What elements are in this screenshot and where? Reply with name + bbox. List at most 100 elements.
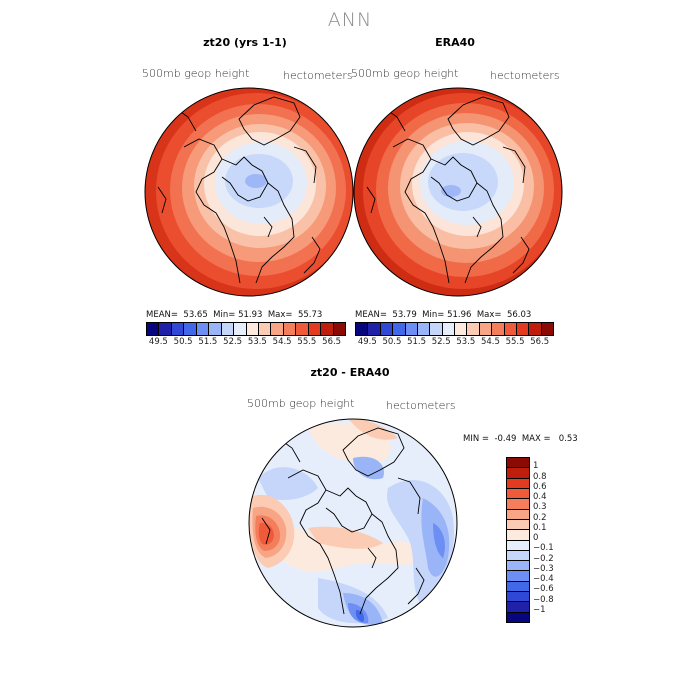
colorbar-swatch [507,509,529,520]
colorbar-swatch [356,323,369,335]
colorbar-level-label: −0.6 [533,584,554,595]
panel1-units-label: hectometers [283,69,353,82]
panel1-mean-label: MEAN= [146,310,178,320]
colorbar-swatch [455,323,468,335]
colorbar-tick-label: 56.5 [530,337,550,347]
panel3-variable-label: 500mb geop height [247,397,355,410]
panel1-stats: MEAN= 53.65 Min= 51.93 Max= 55.73 [146,310,322,320]
colorbar-swatch [368,323,381,335]
colorbar-swatch [221,323,235,335]
colorbar-tick-label: 52.5 [223,337,243,347]
panel3-min: -0.49 [494,434,517,444]
colorbar-swatch [507,478,529,489]
colorbar-swatch [380,323,394,335]
colorbar-level-label: 0.6 [533,481,547,492]
colorbar-swatch [479,323,493,335]
panel2-colorbar-ticks: 49.5 50.5 51.5 52.5 53.5 54.5 55.5 56.5 [355,337,552,349]
panel1-mean: 53.65 [183,310,208,320]
colorbar-tick-label: 50.5 [173,337,193,347]
colorbar-swatch [492,323,505,335]
panel3-units-label: hectometers [386,399,456,412]
panel1-coastlines [157,96,321,284]
colorbar-swatch [529,323,542,335]
colorbar-tick-label: 53.5 [456,337,476,347]
colorbar-swatch [504,323,517,335]
colorbar-level-label: −0.3 [533,563,554,574]
colorbar-level-label: −0.4 [533,574,554,584]
colorbar-swatch [507,540,529,551]
colorbar-swatch [507,458,529,469]
colorbar-tick-label: 51.5 [198,337,218,347]
panel2-max-label: Max= [476,310,502,320]
panel3-colorbar-labels: 1 0.8 0.6 0.4 0.3 0.2 0.1 0 −0.1 −0.2 −0.3 −0.4 −0.6… [533,457,583,621]
colorbar-level-label: 0.8 [533,471,547,482]
colorbar-tick-label: 55.5 [505,337,525,347]
panel1-max: 55.73 [297,310,323,320]
colorbar-swatch [196,323,210,335]
colorbar-swatch [184,323,197,335]
colorbar-swatch [442,323,455,335]
panel2-mean: 53.79 [392,310,417,320]
panel3-max: 0.53 [558,434,578,444]
colorbar-swatch [507,581,529,593]
panel3-polar-map [248,418,458,628]
colorbar-level-label: 0.1 [533,522,547,533]
colorbar-swatch [246,323,259,335]
colorbar-swatch [209,323,222,335]
panel2-coastlines [366,96,530,284]
figure-title: ANN [327,9,373,31]
colorbar-level-label: 0.2 [533,512,547,523]
colorbar-tick-label: 51.5 [407,337,427,347]
panel1-polar-map [144,87,354,297]
colorbar-swatch [430,323,443,335]
panel3-coastlines [261,427,425,615]
colorbar-level-label: 0 [533,533,539,543]
colorbar-swatch [507,499,529,510]
colorbar-swatch [417,323,431,335]
colorbar-swatch [507,612,529,622]
colorbar-swatch [159,323,172,335]
colorbar-tick-label: 49.5 [357,337,377,347]
colorbar-swatch [541,323,553,335]
colorbar-level-label: −1 [533,604,546,615]
colorbar-level-label: 0.3 [533,502,547,513]
panel1-colorbar [146,322,346,336]
panel1-max-label: Max= [267,310,293,320]
colorbar-swatch [258,323,272,335]
colorbar-level-label: −0.8 [533,594,554,605]
colorbar-level-label: 0.4 [533,492,547,502]
colorbar-swatch [405,323,418,335]
panel1-min: 51.93 [238,310,263,320]
colorbar-tick-label: 56.5 [322,337,342,347]
colorbar-swatch [516,323,530,335]
colorbar-tick-label: 50.5 [382,337,402,347]
panel1-colorbar-ticks: 49.5 50.5 51.5 52.5 53.5 54.5 55.5 56.5 [146,337,344,349]
colorbar-tick-label: 53.5 [247,337,267,347]
colorbar-tick-label: 54.5 [272,337,292,347]
colorbar-swatch [147,323,160,335]
panel3-title: zt20 - ERA40 [310,366,390,379]
colorbar-swatch [333,323,345,335]
panel2-max: 56.03 [506,310,532,320]
panel2-colorbar [355,322,554,336]
panel1-title: zt20 (yrs 1-1) [203,36,287,49]
panel3-max-label: MAX = [521,434,551,444]
colorbar-tick-label: 54.5 [480,337,500,347]
panel2-variable-label: 500mb geop height [351,67,459,80]
colorbar-swatch [283,323,297,335]
panel2-polar-map [353,87,563,297]
panel2-units-label: hectometers [490,69,560,82]
colorbar-swatch [507,561,529,572]
colorbar-swatch [467,323,480,335]
colorbar-swatch [171,323,185,335]
colorbar-swatch [507,488,529,500]
panel2-min-label: Min= [422,310,445,320]
panel3-min-label: MIN = [463,434,490,444]
colorbar-swatch [321,323,334,335]
colorbar-swatch [507,602,529,613]
colorbar-swatch [507,571,529,582]
panel3-colorbar [506,457,530,623]
colorbar-swatch [507,550,529,562]
panel1-variable-label: 500mb geop height [142,67,250,80]
colorbar-level-label: −0.1 [533,543,554,554]
